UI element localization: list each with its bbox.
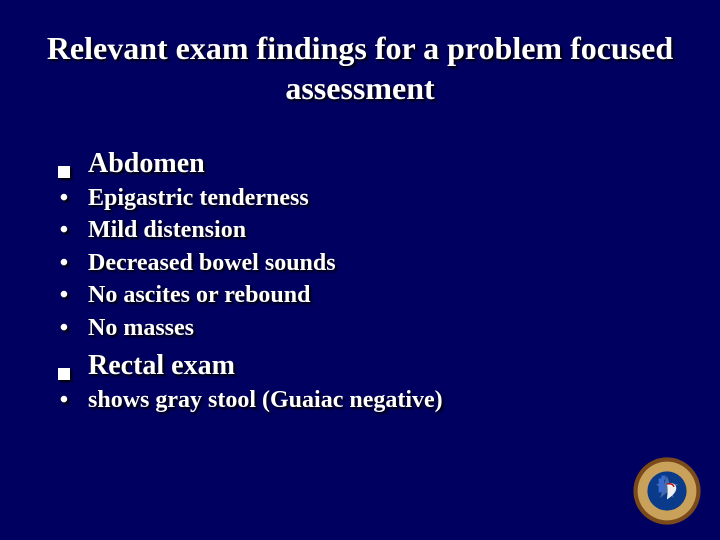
list-item-label: No ascites or rebound [88,279,310,311]
bullet-icon: • [58,312,70,344]
list-item-label: Decreased bowel sounds [88,247,336,279]
list-item-label: Epigastric tenderness [88,182,309,214]
list-item: • No masses [58,312,680,344]
section-label: Rectal exam [88,350,235,382]
bullet-icon: • [58,384,70,416]
list-item: • Epigastric tenderness [58,182,680,214]
bullet-icon: • [58,182,70,214]
list-item: • shows gray stool (Guaiac negative) [58,384,680,416]
square-bullet-icon [58,166,70,178]
list-item-label: Mild distension [88,214,246,246]
association-seal-icon [632,456,702,526]
list-item: • No ascites or rebound [58,279,680,311]
bullet-icon: • [58,214,70,246]
list-item: • Mild distension [58,214,680,246]
bullet-icon: • [58,279,70,311]
bullet-icon: • [58,247,70,279]
slide-title: Relevant exam findings for a problem foc… [40,28,680,108]
list-item: • Decreased bowel sounds [58,247,680,279]
slide: Relevant exam findings for a problem foc… [0,0,720,540]
section-heading: Rectal exam [58,350,680,382]
section-label: Abdomen [88,148,205,180]
list-item-label: shows gray stool (Guaiac negative) [88,384,443,416]
slide-content: Abdomen • Epigastric tenderness • Mild d… [40,148,680,416]
list-item-label: No masses [88,312,194,344]
section-heading: Abdomen [58,148,680,180]
square-bullet-icon [58,368,70,380]
